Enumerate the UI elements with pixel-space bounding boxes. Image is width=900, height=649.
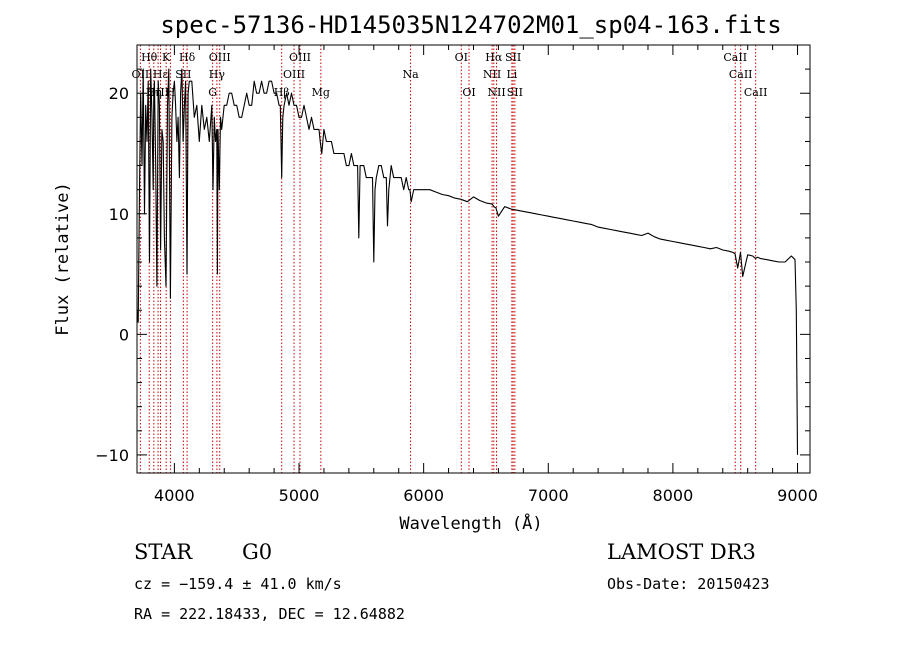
y-tick-label-0: 0 (119, 325, 129, 344)
line-label-Mg: Mg (312, 86, 330, 99)
observation-date: Obs-Date: 20150423 (607, 575, 770, 593)
line-label-OIII-5008: OIII (289, 51, 311, 64)
line-label-OI-6302: OI (455, 51, 468, 64)
y-axis-ticks: −10 0 10 20 (95, 44, 810, 465)
line-label-Na: Na (402, 68, 419, 81)
line-label-OII: OII (132, 68, 150, 81)
object-class: STAR (134, 540, 193, 564)
line-label-CaII-8500: CaII (723, 51, 747, 64)
line-label-OIII-4960: OIII (283, 68, 305, 81)
line-label-OIII-4364: OIII (209, 51, 231, 64)
survey-name: LAMOST DR3 (607, 540, 756, 564)
x-tick-label-6000: 6000 (403, 486, 444, 505)
line-label-OIII-3869: OIII (147, 86, 169, 99)
line-label-H-eta: Hη (146, 86, 162, 99)
spectrum-line (136, 68, 799, 455)
y-tick-label--10: −10 (95, 446, 129, 465)
line-label-H-theta: Hθ (141, 51, 158, 64)
x-tick-label-9000: 9000 (777, 486, 818, 505)
line-label-H-beta: Hβ (274, 86, 290, 99)
x-tick-label-5000: 5000 (279, 486, 320, 505)
line-label-CaII-8664: CaII (744, 86, 768, 99)
redshift-velocity: cz = −159.4 ± 41.0 km/s (134, 575, 342, 593)
line-label-G: G (208, 86, 217, 99)
line-label-K: K (162, 51, 171, 64)
x-tick-label-7000: 7000 (528, 486, 569, 505)
coordinates: RA = 222.18433, DEC = 12.64882 (134, 605, 405, 623)
object-subclass: G0 (242, 540, 272, 564)
x-tick-label-4000: 4000 (154, 486, 195, 505)
spectrum-series (136, 68, 799, 455)
line-label-CaII-8544: CaII (729, 68, 753, 81)
line-label-SII-6732: SII (507, 86, 523, 99)
line-label-H: H (166, 86, 176, 99)
line-label-H-delta: Hδ (179, 51, 196, 64)
line-label-H-alpha: Hα (485, 51, 503, 64)
y-tick-label-20: 20 (109, 84, 129, 103)
line-label-OI-6364: OI (462, 86, 475, 99)
x-axis-ticks: 4000 5000 6000 7000 8000 9000 (154, 45, 818, 505)
y-tick-label-10: 10 (109, 205, 129, 224)
line-label-NII-6585: NII (487, 86, 505, 99)
line-label-NII-6549: NII (483, 68, 501, 81)
x-axis-label: Wavelength (Å) (399, 512, 542, 534)
chart-title: spec-57136-HD145035N124702M01_sp04-163.f… (160, 11, 781, 39)
x-tick-label-8000: 8000 (653, 486, 694, 505)
line-label-H-gamma: Hγ (209, 68, 226, 81)
line-markers (139, 45, 757, 473)
line-label-Li: Li (506, 68, 517, 81)
line-label-SII-6718: SII (505, 51, 521, 64)
line-label-H-epsilon: Hε (153, 68, 169, 81)
line-label-SII-4072: SII (175, 68, 191, 81)
y-axis-label: Flux (relative) (53, 182, 73, 336)
